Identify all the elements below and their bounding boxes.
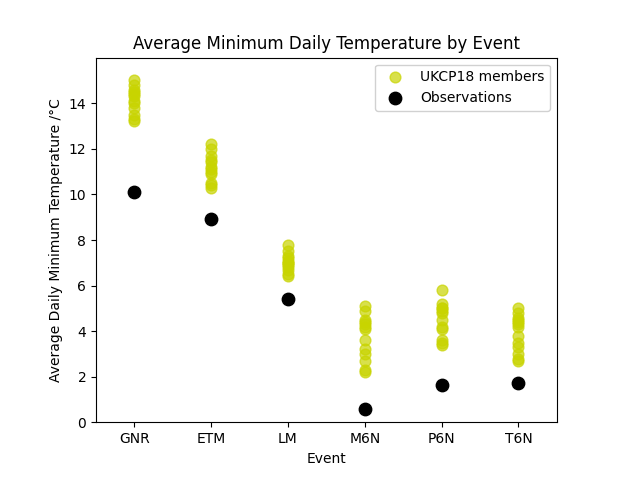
Point [360,325,370,333]
Point [360,323,370,331]
Point [436,381,447,389]
Point [513,357,524,365]
Point [206,170,216,178]
Point [513,318,524,326]
Point [206,181,216,189]
Point [436,305,447,312]
Point [206,152,216,159]
Point [283,264,293,271]
Point [436,336,447,344]
Title: Average Minimum Daily Temperature by Event: Average Minimum Daily Temperature by Eve… [133,35,520,53]
Point [436,323,447,331]
Point [129,88,140,96]
Point [436,305,447,312]
Point [513,314,524,322]
Point [513,309,524,317]
Point [436,300,447,308]
Point [360,318,370,326]
Point [206,168,216,176]
Point [513,339,524,347]
Point [436,309,447,317]
Point [360,350,370,358]
Point [129,99,140,107]
Point [513,316,524,324]
Point [129,86,140,94]
Point [513,321,524,328]
Point [360,321,370,328]
Point [513,355,524,362]
UKCP18 members [129,77,140,84]
Point [283,254,293,262]
Point [283,257,293,264]
Legend: UKCP18 members, Observations: UKCP18 members, Observations [376,64,550,110]
Point [513,323,524,331]
Point [360,316,370,324]
Point [283,270,293,278]
Point [436,316,447,324]
Point [283,266,293,274]
Point [206,184,216,192]
Point [513,332,524,340]
Point [206,163,216,171]
Point [360,346,370,353]
Point [206,179,216,187]
Point [283,259,293,267]
Point [360,357,370,365]
Point [283,273,293,280]
Point [129,97,140,105]
Point [129,93,140,100]
Point [436,339,447,347]
Point [206,166,216,173]
Point [129,81,140,89]
Point [129,90,140,98]
Point [436,286,447,294]
Point [283,248,293,255]
Point [513,379,524,386]
Point [513,350,524,358]
Point [283,252,293,260]
Point [206,140,216,148]
Point [206,216,216,223]
Point [360,307,370,314]
Point [436,307,447,314]
Point [283,296,293,303]
Point [360,302,370,310]
Point [513,305,524,312]
Point [206,156,216,164]
Point [283,261,293,269]
Point [436,325,447,333]
Point [283,241,293,249]
Point [513,343,524,351]
Point [436,341,447,348]
Point [360,369,370,376]
Point [360,405,370,413]
Point [129,104,140,112]
Y-axis label: Average Daily Minimum Temperature /°C: Average Daily Minimum Temperature /°C [49,98,63,382]
Point [360,366,370,374]
X-axis label: Event: Event [307,452,346,466]
Point [360,336,370,344]
Point [206,158,216,167]
Point [129,118,140,125]
Point [129,111,140,119]
Observations [129,188,140,196]
Point [129,115,140,123]
Point [283,259,293,267]
Point [206,145,216,153]
